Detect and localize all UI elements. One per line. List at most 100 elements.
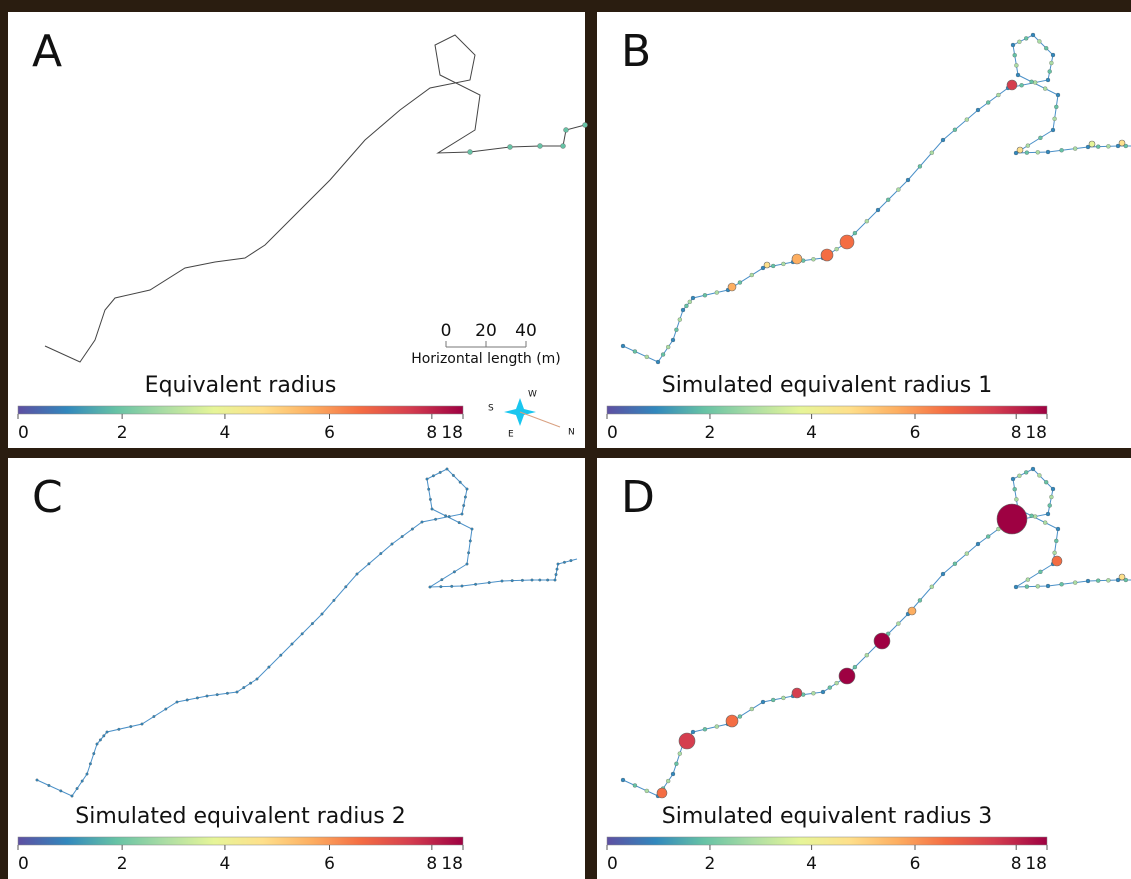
station bbox=[444, 514, 448, 518]
scale-label: Horizontal length (m) bbox=[411, 351, 561, 367]
station bbox=[164, 707, 168, 711]
station bbox=[1038, 569, 1043, 574]
cave-path bbox=[44, 34, 586, 363]
station bbox=[1035, 584, 1040, 589]
colorbar-title: Equivalent radius bbox=[145, 373, 337, 398]
station bbox=[1012, 487, 1017, 492]
station-large bbox=[996, 503, 1028, 535]
station bbox=[1024, 470, 1029, 475]
station bbox=[917, 598, 923, 603]
station bbox=[1033, 514, 1038, 519]
colorbar-tick-label: 0 bbox=[18, 854, 29, 874]
station bbox=[986, 100, 991, 105]
station-large bbox=[873, 632, 891, 650]
compass-needle bbox=[519, 411, 561, 428]
station bbox=[235, 690, 239, 694]
colorbar-tick-label: 18 bbox=[1025, 854, 1047, 874]
station bbox=[690, 729, 696, 735]
station bbox=[1037, 39, 1042, 44]
station bbox=[1054, 538, 1059, 544]
station bbox=[660, 352, 666, 357]
station bbox=[952, 127, 958, 132]
station bbox=[225, 691, 229, 695]
station bbox=[1073, 580, 1078, 585]
station bbox=[760, 699, 766, 705]
station bbox=[886, 197, 891, 202]
station bbox=[451, 473, 455, 477]
colorbar-tick-label: 2 bbox=[117, 854, 128, 874]
station bbox=[834, 681, 839, 686]
colorbar-title: Simulated equivalent radius 3 bbox=[662, 804, 992, 829]
station bbox=[440, 578, 444, 582]
station bbox=[431, 474, 435, 478]
station bbox=[1045, 149, 1051, 155]
station bbox=[195, 696, 199, 700]
station bbox=[267, 665, 271, 669]
station bbox=[355, 572, 359, 576]
colorbar-tick-label: 18 bbox=[441, 423, 463, 443]
colorbar-title: Simulated equivalent radius 2 bbox=[75, 804, 405, 829]
station bbox=[427, 487, 431, 491]
station bbox=[1123, 577, 1128, 583]
station bbox=[430, 507, 434, 511]
station bbox=[1024, 584, 1030, 589]
station bbox=[450, 584, 454, 588]
station bbox=[105, 730, 109, 734]
station bbox=[556, 562, 560, 566]
station bbox=[1010, 476, 1016, 482]
station bbox=[1013, 150, 1019, 156]
colorbar bbox=[17, 405, 464, 415]
station bbox=[1045, 511, 1051, 517]
station bbox=[929, 150, 934, 155]
station bbox=[553, 578, 557, 582]
colorbar-tick-label: 4 bbox=[806, 423, 817, 443]
station bbox=[820, 689, 826, 695]
compass-n: N bbox=[568, 428, 575, 438]
station bbox=[1106, 578, 1111, 583]
station bbox=[1025, 143, 1030, 148]
station bbox=[59, 789, 63, 793]
station bbox=[140, 722, 144, 726]
station bbox=[896, 621, 901, 626]
station bbox=[864, 219, 869, 224]
station bbox=[1073, 146, 1078, 151]
colorbar-tick-label: 6 bbox=[324, 854, 335, 874]
station bbox=[457, 521, 461, 525]
station bbox=[1054, 104, 1059, 110]
station-large bbox=[678, 732, 696, 750]
station bbox=[520, 578, 524, 582]
station bbox=[465, 487, 469, 491]
station bbox=[462, 504, 466, 507]
scale-tick-label: 40 bbox=[515, 321, 537, 341]
station bbox=[1037, 473, 1042, 478]
station bbox=[1013, 584, 1019, 590]
station bbox=[468, 539, 472, 543]
station bbox=[644, 788, 649, 794]
station bbox=[249, 681, 253, 685]
station bbox=[555, 567, 559, 571]
station bbox=[569, 559, 573, 563]
station bbox=[666, 778, 671, 784]
station bbox=[771, 263, 776, 269]
station-large bbox=[1088, 140, 1096, 148]
station bbox=[400, 535, 404, 538]
station bbox=[1096, 578, 1101, 583]
station bbox=[242, 686, 246, 690]
station bbox=[811, 691, 816, 696]
station bbox=[92, 752, 96, 756]
station bbox=[714, 290, 719, 295]
station bbox=[771, 697, 776, 703]
station bbox=[88, 762, 92, 766]
panel-label: B bbox=[621, 26, 651, 77]
station bbox=[1014, 63, 1019, 68]
station bbox=[1025, 577, 1030, 582]
station bbox=[1038, 135, 1043, 140]
station bbox=[1096, 144, 1101, 149]
station-large bbox=[725, 714, 739, 728]
station bbox=[875, 207, 881, 213]
station bbox=[458, 480, 462, 484]
station bbox=[507, 144, 513, 150]
station bbox=[1085, 144, 1091, 150]
station-large bbox=[1016, 146, 1024, 154]
